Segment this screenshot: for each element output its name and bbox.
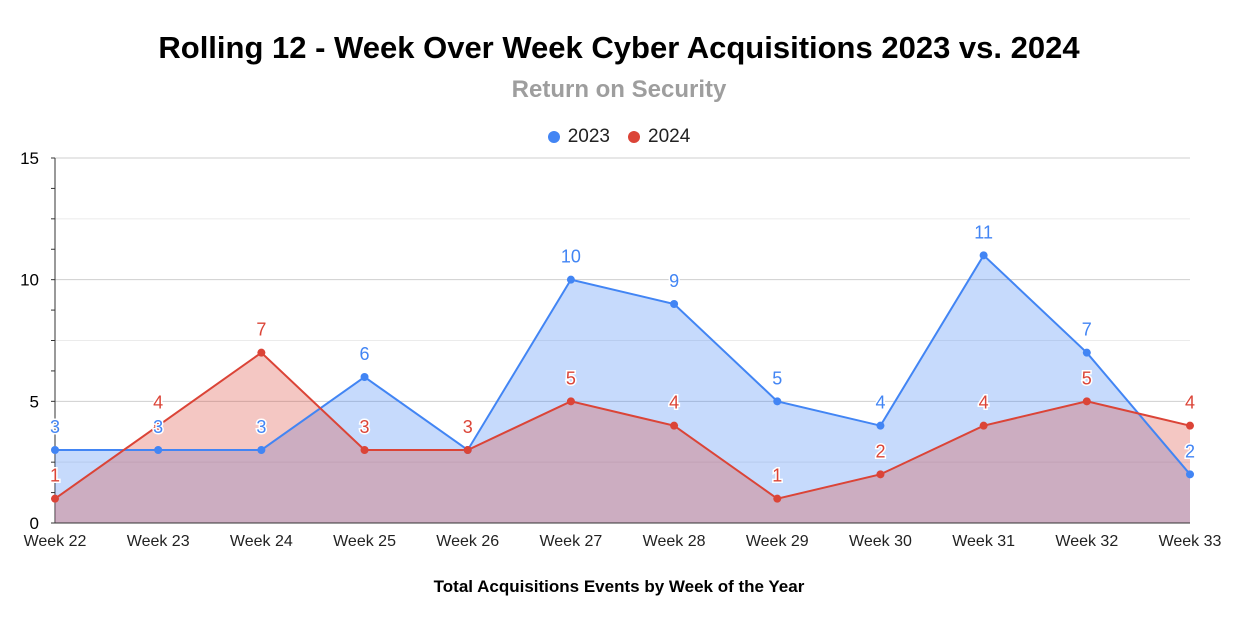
data-label-2023: 5 (772, 368, 782, 388)
point-2023 (670, 300, 679, 308)
data-label-2023: 3 (463, 417, 473, 437)
point-2023 (154, 446, 163, 454)
data-label-2023: 4 (875, 393, 885, 413)
x-tick-label: Week 33 (1159, 533, 1222, 550)
point-2024 (876, 470, 885, 479)
data-label-2024: 1 (772, 466, 782, 486)
data-label-2023: 9 (669, 271, 679, 291)
legend: 2023 2024 (0, 126, 1238, 148)
data-label-2023: 7 (1082, 320, 1092, 340)
x-tick-label: Week 32 (1055, 533, 1118, 550)
data-label-2024: 7 (256, 320, 266, 340)
legend-item-2024[interactable]: 2024 (628, 126, 690, 148)
x-tick-label: Week 22 (24, 533, 87, 550)
data-label-2023: 3 (256, 417, 266, 437)
line-2024 (54, 351, 1191, 500)
point-2024 (257, 348, 266, 357)
data-label-2024: 4 (153, 393, 163, 413)
data-label-2024: 4 (1185, 393, 1195, 413)
point-2024 (463, 446, 472, 454)
x-tick-label: Week 31 (952, 533, 1015, 550)
point-2023 (1186, 470, 1194, 479)
data-label-2023: 2 (1185, 441, 1195, 461)
x-tick-label: Week 30 (849, 533, 912, 550)
y-tick-label: 0 (30, 514, 39, 533)
x-tick-label: Week 24 (230, 533, 293, 550)
point-2023 (1082, 348, 1091, 357)
point-2023 (257, 446, 266, 454)
area-2024 (55, 352, 1190, 523)
point-2024 (979, 421, 988, 430)
point-2023 (51, 446, 59, 454)
gridlines (55, 157, 1190, 463)
y-tick-label: 10 (20, 271, 39, 290)
area-2023 (55, 255, 1190, 524)
y-tick-label: 15 (20, 149, 39, 168)
point-2024 (360, 446, 369, 454)
data-label-2024: 2 (875, 441, 885, 461)
x-tick-label: Week 26 (436, 533, 499, 550)
legend-label-2024: 2024 (648, 126, 691, 147)
data-label-2024: 4 (979, 393, 989, 413)
point-2024 (1186, 421, 1194, 430)
x-tick-label: Week 29 (746, 533, 809, 550)
point-2023 (876, 421, 885, 430)
data-label-2024: 5 (1082, 368, 1092, 388)
point-2024 (154, 421, 163, 430)
chart-subtitle: Return on Security (511, 76, 727, 103)
point-2024 (670, 421, 679, 430)
data-label-2024: 3 (360, 417, 370, 437)
y-tick-label: 5 (30, 392, 39, 411)
x-tick-label: Week 23 (127, 533, 190, 550)
point-2023 (566, 275, 575, 284)
point-2023 (360, 373, 369, 381)
legend-swatch-2024 (628, 131, 640, 143)
x-tick-label: Week 28 (643, 533, 706, 550)
x-tick-label: Week 27 (539, 533, 602, 550)
point-2023 (979, 251, 988, 260)
data-label-2024: 5 (566, 368, 576, 388)
data-label-2023: 6 (360, 344, 370, 364)
data-label-2023: 10 (561, 247, 581, 267)
x-axis-title: Total Acquisitions Events by Week of the… (433, 577, 805, 596)
point-2023 (773, 397, 782, 406)
data-label-2023: 3 (50, 417, 60, 437)
legend-label-2023: 2023 (567, 126, 610, 147)
point-2024 (1082, 397, 1091, 406)
line-2023 (55, 253, 1191, 475)
data-label-2023: 3 (153, 417, 163, 437)
point-2024 (51, 494, 59, 503)
point-2024 (773, 494, 782, 503)
chart-title: Rolling 12 - Week Over Week Cyber Acquis… (158, 30, 1080, 65)
data-label-2023: 11 (974, 222, 993, 242)
legend-swatch-2023 (547, 131, 560, 143)
legend-item-2023[interactable]: 2023 (547, 126, 610, 148)
x-tick-label: Week 25 (333, 533, 396, 550)
data-label-2024: 1 (50, 466, 60, 486)
data-label-2024: 3 (463, 417, 473, 437)
data-label-2024: 4 (669, 393, 679, 413)
point-2024 (566, 397, 575, 406)
